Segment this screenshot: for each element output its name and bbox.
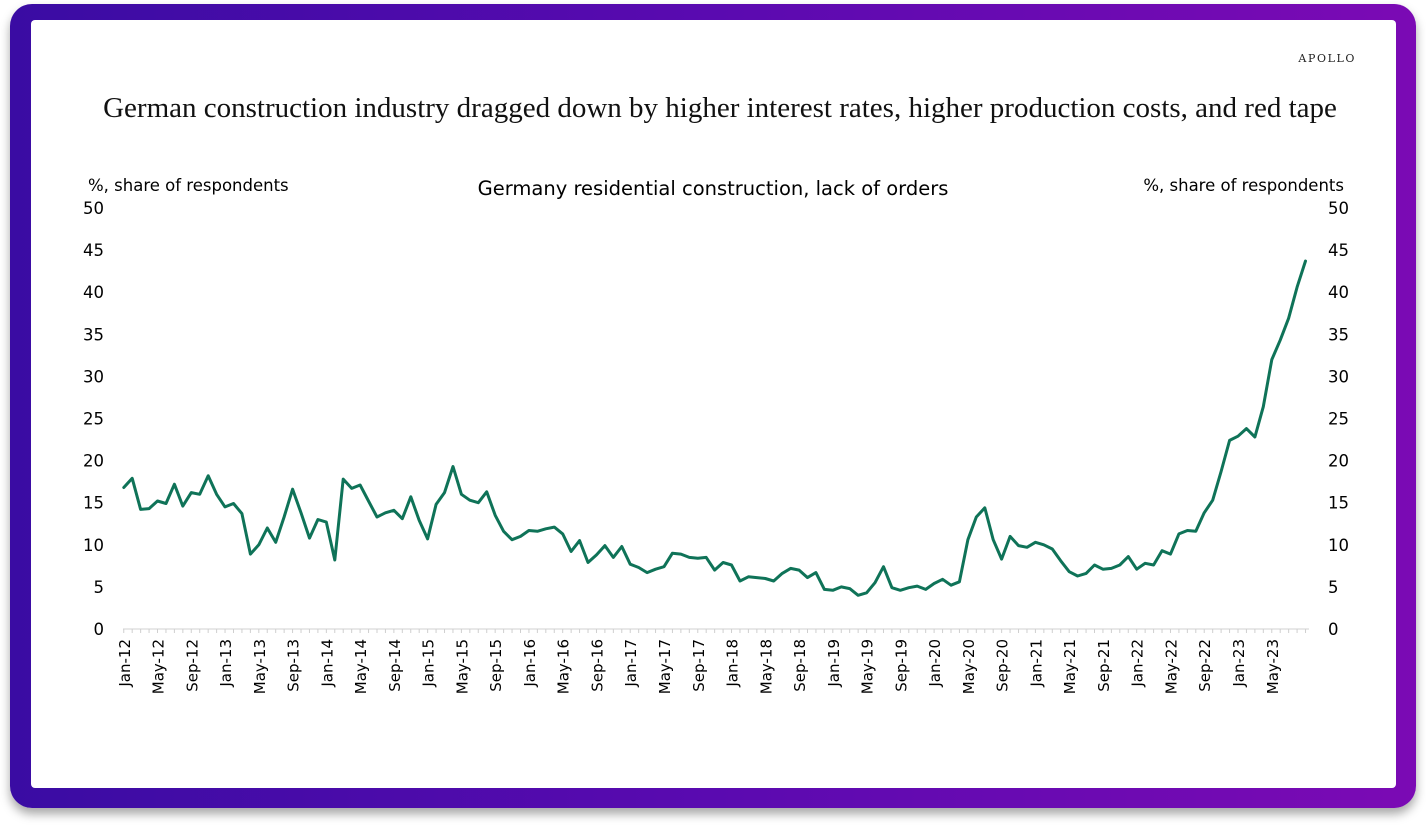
y-tick-label-left: 30 <box>83 367 104 386</box>
x-tick-label: May-19 <box>859 639 877 694</box>
y-ticks-right: 0 5 10 15 20 25 30 35 40 45 50 <box>1328 199 1349 639</box>
y-tick-label-right: 20 <box>1328 452 1349 471</box>
chart-title: Germany residential construction, lack o… <box>478 177 949 200</box>
x-tick-label: May-22 <box>1162 639 1180 694</box>
x-tick-label: May-21 <box>1061 639 1079 694</box>
x-tick-label: Sep-21 <box>1095 639 1113 692</box>
y-tick-label-right: 35 <box>1328 325 1349 344</box>
x-tick-label: May-13 <box>251 639 269 694</box>
x-tick-label: Jan-13 <box>217 639 235 688</box>
x-tick-label: Sep-19 <box>892 639 910 692</box>
y-tick-label-left: 20 <box>83 452 104 471</box>
x-tick-label: Jan-20 <box>926 639 944 688</box>
x-tick-label: Sep-14 <box>386 639 404 692</box>
x-tick-label: Jan-15 <box>420 639 438 688</box>
y-tick-label-left: 25 <box>83 410 104 429</box>
y-tick-label-right: 10 <box>1328 536 1349 555</box>
x-tick-label: Sep-22 <box>1196 639 1214 692</box>
x-tick-label: Sep-15 <box>487 639 505 692</box>
y-tick-label-right: 50 <box>1328 199 1349 218</box>
y-tick-label-left: 50 <box>83 199 104 218</box>
chart-card <box>31 20 1396 788</box>
page-title: German construction industry dragged dow… <box>103 92 1337 124</box>
x-tick-label: Sep-13 <box>285 639 303 692</box>
y-tick-label-left: 45 <box>83 241 104 260</box>
x-tick-label: Sep-17 <box>690 639 708 692</box>
x-tick-label: Jan-16 <box>521 639 539 688</box>
y-tick-label-right: 15 <box>1328 494 1349 513</box>
x-tick-label: May-15 <box>453 639 471 694</box>
y-tick-label-left: 5 <box>94 578 105 597</box>
y-tick-label-right: 40 <box>1328 283 1349 302</box>
x-tick-label: May-17 <box>656 639 674 694</box>
y-tick-label-left: 10 <box>83 536 104 555</box>
x-tick-label: May-14 <box>352 639 370 694</box>
x-tick-label: May-18 <box>757 639 775 694</box>
x-tick-label: May-16 <box>555 639 573 694</box>
series-line <box>122 259 1307 597</box>
y-tick-label-right: 5 <box>1328 578 1339 597</box>
x-tick-label: Jan-22 <box>1129 639 1147 688</box>
x-tick-label: Jan-14 <box>318 639 336 688</box>
x-tick-label: Jan-23 <box>1230 639 1248 688</box>
y-tick-label-left: 0 <box>94 620 105 639</box>
y-ticks-left: 0 5 10 15 20 25 30 35 40 45 50 <box>83 199 104 639</box>
x-tick-label: Sep-12 <box>183 639 201 692</box>
x-tick-label: Sep-16 <box>588 639 606 692</box>
x-tick-label: Jan-19 <box>825 639 843 688</box>
y-axis-label-left: %, share of respondents <box>88 176 289 195</box>
y-tick-label-right: 0 <box>1328 620 1339 639</box>
y-tick-label-right: 25 <box>1328 410 1349 429</box>
y-axis-label-right: %, share of respondents <box>1143 176 1344 195</box>
y-tick-label-right: 45 <box>1328 241 1349 260</box>
x-tick-label: May-20 <box>960 639 978 694</box>
x-ticks: Jan-12 May-12 Sep-12 Jan-13 May-13 Sep-13 Jan-… <box>116 629 1307 694</box>
x-tick-label: Jan-18 <box>724 639 742 688</box>
x-tick-label: Jan-21 <box>1027 639 1045 688</box>
x-tick-label: Sep-20 <box>994 639 1012 692</box>
x-tick-label: Jan-12 <box>116 639 134 688</box>
x-tick-label: May-12 <box>150 639 168 694</box>
y-tick-label-left: 35 <box>83 325 104 344</box>
x-tick-label: Jan-17 <box>622 639 640 688</box>
y-tick-label-left: 40 <box>83 283 104 302</box>
y-tick-label-left: 15 <box>83 494 104 513</box>
y-tick-label-right: 30 <box>1328 367 1349 386</box>
x-tick-label: May-23 <box>1264 639 1282 694</box>
x-tick-label: Sep-18 <box>791 639 809 692</box>
brand-logo: APOLLO <box>1298 52 1356 65</box>
